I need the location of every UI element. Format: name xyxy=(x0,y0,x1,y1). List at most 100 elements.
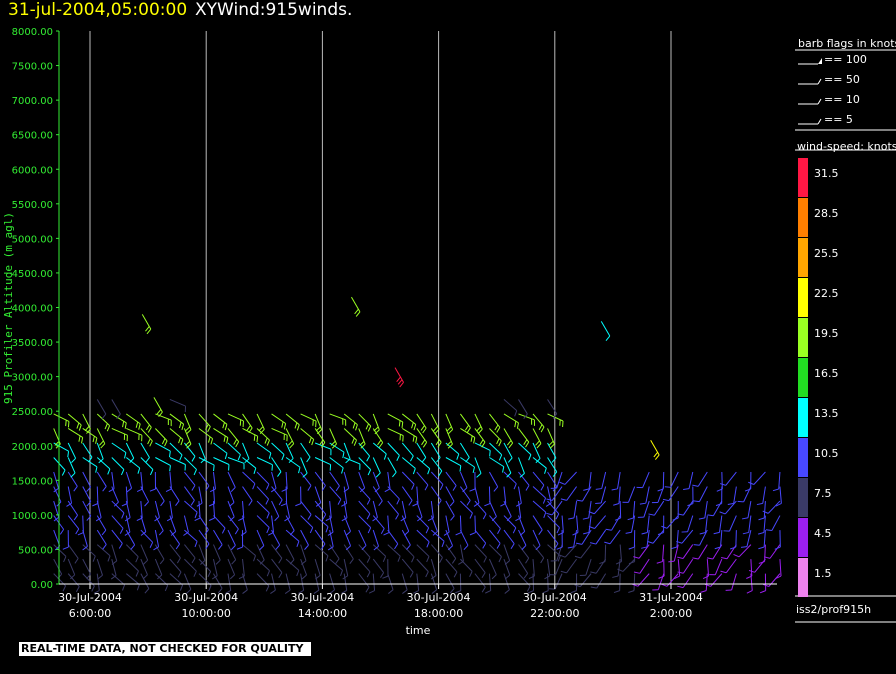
wind-barb xyxy=(67,413,82,431)
wind-barb xyxy=(532,515,543,535)
y-tick-label: 8000.00 xyxy=(12,27,53,38)
wind-barb xyxy=(300,558,308,580)
wind-barb xyxy=(67,442,77,463)
wind-barb xyxy=(503,529,515,549)
wind-barb xyxy=(503,413,519,429)
wind-barb xyxy=(183,515,189,536)
wind-barb xyxy=(300,471,312,491)
wind-barb xyxy=(213,529,223,550)
wind-barb xyxy=(600,321,611,342)
wind-barb xyxy=(445,558,458,578)
wind-barb xyxy=(256,457,273,471)
y-tick-label: 4500.00 xyxy=(12,269,53,280)
speed-level-label: 4.5 xyxy=(814,527,832,540)
wind-barb xyxy=(372,428,384,448)
wind-barb xyxy=(430,428,442,448)
wind-barb xyxy=(683,471,694,490)
wind-barb xyxy=(256,515,270,534)
wind-barb xyxy=(96,413,111,432)
wind-barb xyxy=(612,559,621,578)
wind-barb xyxy=(758,530,766,550)
wind-barb xyxy=(775,559,782,580)
svg-text:== 10: == 10 xyxy=(824,93,860,106)
wind-barb xyxy=(692,544,708,560)
wind-barb xyxy=(677,573,694,589)
wind-barb xyxy=(518,428,530,448)
wind-barb xyxy=(358,413,372,432)
wind-barb xyxy=(281,471,288,492)
wind-barb xyxy=(270,471,277,493)
y-tick-label: 6500.00 xyxy=(12,131,53,142)
wind-barb xyxy=(242,471,256,490)
wind-barb xyxy=(474,413,483,434)
wind-barb xyxy=(96,558,103,580)
wind-barb xyxy=(400,500,407,522)
wind-barb xyxy=(53,544,67,563)
wind-barb xyxy=(756,486,766,506)
wind-barb xyxy=(295,486,302,507)
wind-barb xyxy=(416,442,427,463)
wind-barb xyxy=(681,515,694,533)
wind-barb xyxy=(445,471,457,491)
wind-barb xyxy=(706,544,723,560)
wind-barb xyxy=(372,471,380,493)
wind-barb xyxy=(184,529,198,548)
wind-barb xyxy=(372,457,381,478)
wind-barb xyxy=(67,428,84,444)
wind-barb xyxy=(271,486,283,506)
wind-barb xyxy=(445,442,460,460)
wind-barb xyxy=(693,529,708,546)
wind-barb xyxy=(614,501,622,521)
y-tick-label: 0.00 xyxy=(31,580,53,591)
wind-barb xyxy=(372,515,385,535)
wind-barb xyxy=(503,558,511,580)
wind-barb xyxy=(372,413,380,435)
wind-barb xyxy=(155,442,171,458)
wind-barb xyxy=(314,457,332,471)
wind-barb xyxy=(358,486,371,505)
wind-barb xyxy=(765,515,781,532)
wind-barb xyxy=(227,471,236,493)
wind-barb xyxy=(775,486,782,507)
wind-barb xyxy=(579,558,592,577)
speed-level-label: 16.5 xyxy=(814,367,839,380)
wind-barb xyxy=(271,413,287,430)
wind-barb xyxy=(198,442,206,464)
wind-barb xyxy=(300,515,314,534)
wind-barb xyxy=(325,501,332,522)
wind-barb xyxy=(238,559,245,580)
wind-barb xyxy=(368,573,376,594)
y-tick-label: 7000.00 xyxy=(12,96,53,107)
wind-barb xyxy=(532,486,547,504)
wind-barb xyxy=(111,413,127,429)
wind-barb xyxy=(503,399,518,417)
wind-barb xyxy=(256,573,270,592)
wind-barb xyxy=(184,500,198,519)
wind-barb xyxy=(136,501,143,522)
wind-barb xyxy=(661,515,679,529)
x-tick-time-label: 14:00:00 xyxy=(298,607,347,620)
barb-legend-item: == 100 xyxy=(798,53,867,66)
wind-barb xyxy=(314,500,327,520)
wind-barb xyxy=(198,529,210,550)
wind-barb xyxy=(628,573,636,593)
wind-barb xyxy=(762,500,781,514)
wind-barb xyxy=(184,471,196,491)
wind-barb xyxy=(489,515,501,535)
wind-barb xyxy=(121,486,128,507)
wind-barb xyxy=(532,442,541,464)
wind-barb xyxy=(633,544,650,559)
wind-barb xyxy=(401,471,415,490)
wind-barb xyxy=(489,471,499,492)
wind-barb xyxy=(271,442,285,461)
x-tick-date-label: 30-Jul-2004 xyxy=(290,591,354,604)
data-source-label: iss2/prof915h xyxy=(796,603,872,616)
wind-barb xyxy=(650,439,660,460)
wind-barb xyxy=(67,500,79,521)
wind-barb xyxy=(111,515,124,534)
wind-barb xyxy=(707,500,723,517)
wind-barbs xyxy=(53,296,782,594)
wind-barb xyxy=(401,573,408,594)
wind-barb xyxy=(149,472,157,492)
